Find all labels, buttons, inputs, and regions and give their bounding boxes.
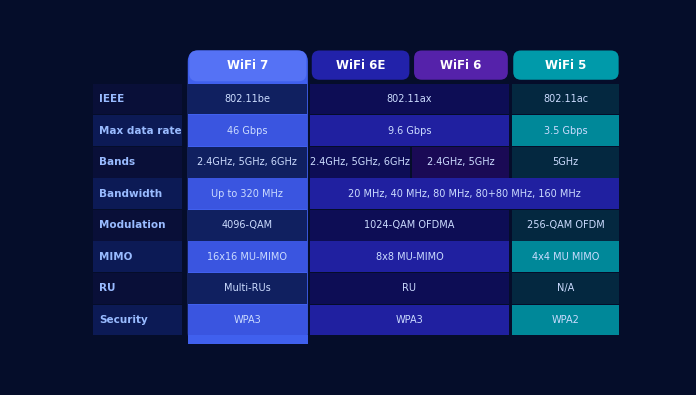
Bar <box>93 178 182 209</box>
Text: 802.11be: 802.11be <box>224 94 271 104</box>
FancyBboxPatch shape <box>189 51 306 81</box>
Text: 9.6 Gbps: 9.6 Gbps <box>388 126 431 135</box>
Bar <box>310 273 509 304</box>
Bar <box>310 84 509 115</box>
Bar <box>188 305 307 335</box>
Text: RU: RU <box>100 283 116 293</box>
Text: Bands: Bands <box>100 157 136 167</box>
Bar <box>93 305 182 335</box>
Bar <box>512 305 619 335</box>
Text: 46 Gbps: 46 Gbps <box>227 126 268 135</box>
Bar <box>93 210 182 241</box>
Bar <box>188 335 308 344</box>
FancyBboxPatch shape <box>312 51 409 80</box>
Text: Max data rate: Max data rate <box>100 126 182 135</box>
Text: 2.4GHz, 5GHz, 6GHz: 2.4GHz, 5GHz, 6GHz <box>198 157 297 167</box>
Text: 802.11ax: 802.11ax <box>387 94 432 104</box>
Text: 256-QAM OFDM: 256-QAM OFDM <box>527 220 604 230</box>
Bar <box>188 115 307 146</box>
Bar <box>310 241 509 272</box>
Text: 4x4 MU MIMO: 4x4 MU MIMO <box>532 252 599 262</box>
Text: MIMO: MIMO <box>100 252 133 262</box>
Bar <box>310 147 410 177</box>
Text: 4096-QAM: 4096-QAM <box>222 220 273 230</box>
Bar <box>512 84 619 115</box>
Text: RU: RU <box>402 283 416 293</box>
Text: 3.5 Gbps: 3.5 Gbps <box>544 126 587 135</box>
Bar <box>188 273 307 304</box>
Bar <box>512 241 619 272</box>
FancyBboxPatch shape <box>188 51 308 344</box>
Bar <box>512 147 619 177</box>
Bar <box>512 115 619 146</box>
FancyBboxPatch shape <box>414 51 508 80</box>
Text: Bandwidth: Bandwidth <box>100 189 163 199</box>
Bar <box>310 305 509 335</box>
Text: 1024-QAM OFDMA: 1024-QAM OFDMA <box>364 220 454 230</box>
Text: Multi-RUs: Multi-RUs <box>224 283 271 293</box>
Text: WiFi 7: WiFi 7 <box>227 58 269 71</box>
Bar <box>93 84 182 115</box>
Bar <box>188 178 307 209</box>
Bar <box>188 84 307 115</box>
Bar <box>188 241 307 272</box>
FancyBboxPatch shape <box>513 51 619 80</box>
Bar <box>93 241 182 272</box>
Text: Modulation: Modulation <box>100 220 166 230</box>
Text: 802.11ac: 802.11ac <box>543 94 588 104</box>
Text: WPA3: WPA3 <box>234 315 261 325</box>
Text: 2.4GHz, 5GHz, 6GHz: 2.4GHz, 5GHz, 6GHz <box>310 157 410 167</box>
Bar <box>310 210 509 241</box>
Text: Security: Security <box>100 315 148 325</box>
Text: WPA3: WPA3 <box>395 315 423 325</box>
Bar <box>188 147 307 177</box>
Text: 2.4GHz, 5GHz: 2.4GHz, 5GHz <box>427 157 494 167</box>
Bar <box>512 210 619 241</box>
Bar <box>310 115 509 146</box>
Text: 8x8 MU-MIMO: 8x8 MU-MIMO <box>376 252 443 262</box>
Text: IEEE: IEEE <box>100 94 125 104</box>
Text: 20 MHz, 40 MHz, 80 MHz, 80+80 MHz, 160 MHz: 20 MHz, 40 MHz, 80 MHz, 80+80 MHz, 160 M… <box>349 189 581 199</box>
Text: WiFi 6E: WiFi 6E <box>336 58 386 71</box>
Text: N/A: N/A <box>557 283 574 293</box>
Bar <box>93 273 182 304</box>
Bar <box>413 147 509 177</box>
Bar <box>93 115 182 146</box>
Text: WiFi 5: WiFi 5 <box>545 58 587 71</box>
Text: Up to 320 MHz: Up to 320 MHz <box>212 189 283 199</box>
Text: 16x16 MU-MIMO: 16x16 MU-MIMO <box>207 252 287 262</box>
Bar <box>310 178 619 209</box>
Bar <box>512 273 619 304</box>
Text: 5GHz: 5GHz <box>553 157 578 167</box>
Bar <box>188 210 307 241</box>
Text: WiFi 6: WiFi 6 <box>441 58 482 71</box>
Text: WPA2: WPA2 <box>552 315 580 325</box>
Bar <box>93 147 182 177</box>
